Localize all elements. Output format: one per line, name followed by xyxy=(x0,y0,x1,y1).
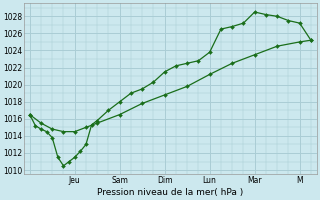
X-axis label: Pression niveau de la mer( hPa ): Pression niveau de la mer( hPa ) xyxy=(97,188,244,197)
